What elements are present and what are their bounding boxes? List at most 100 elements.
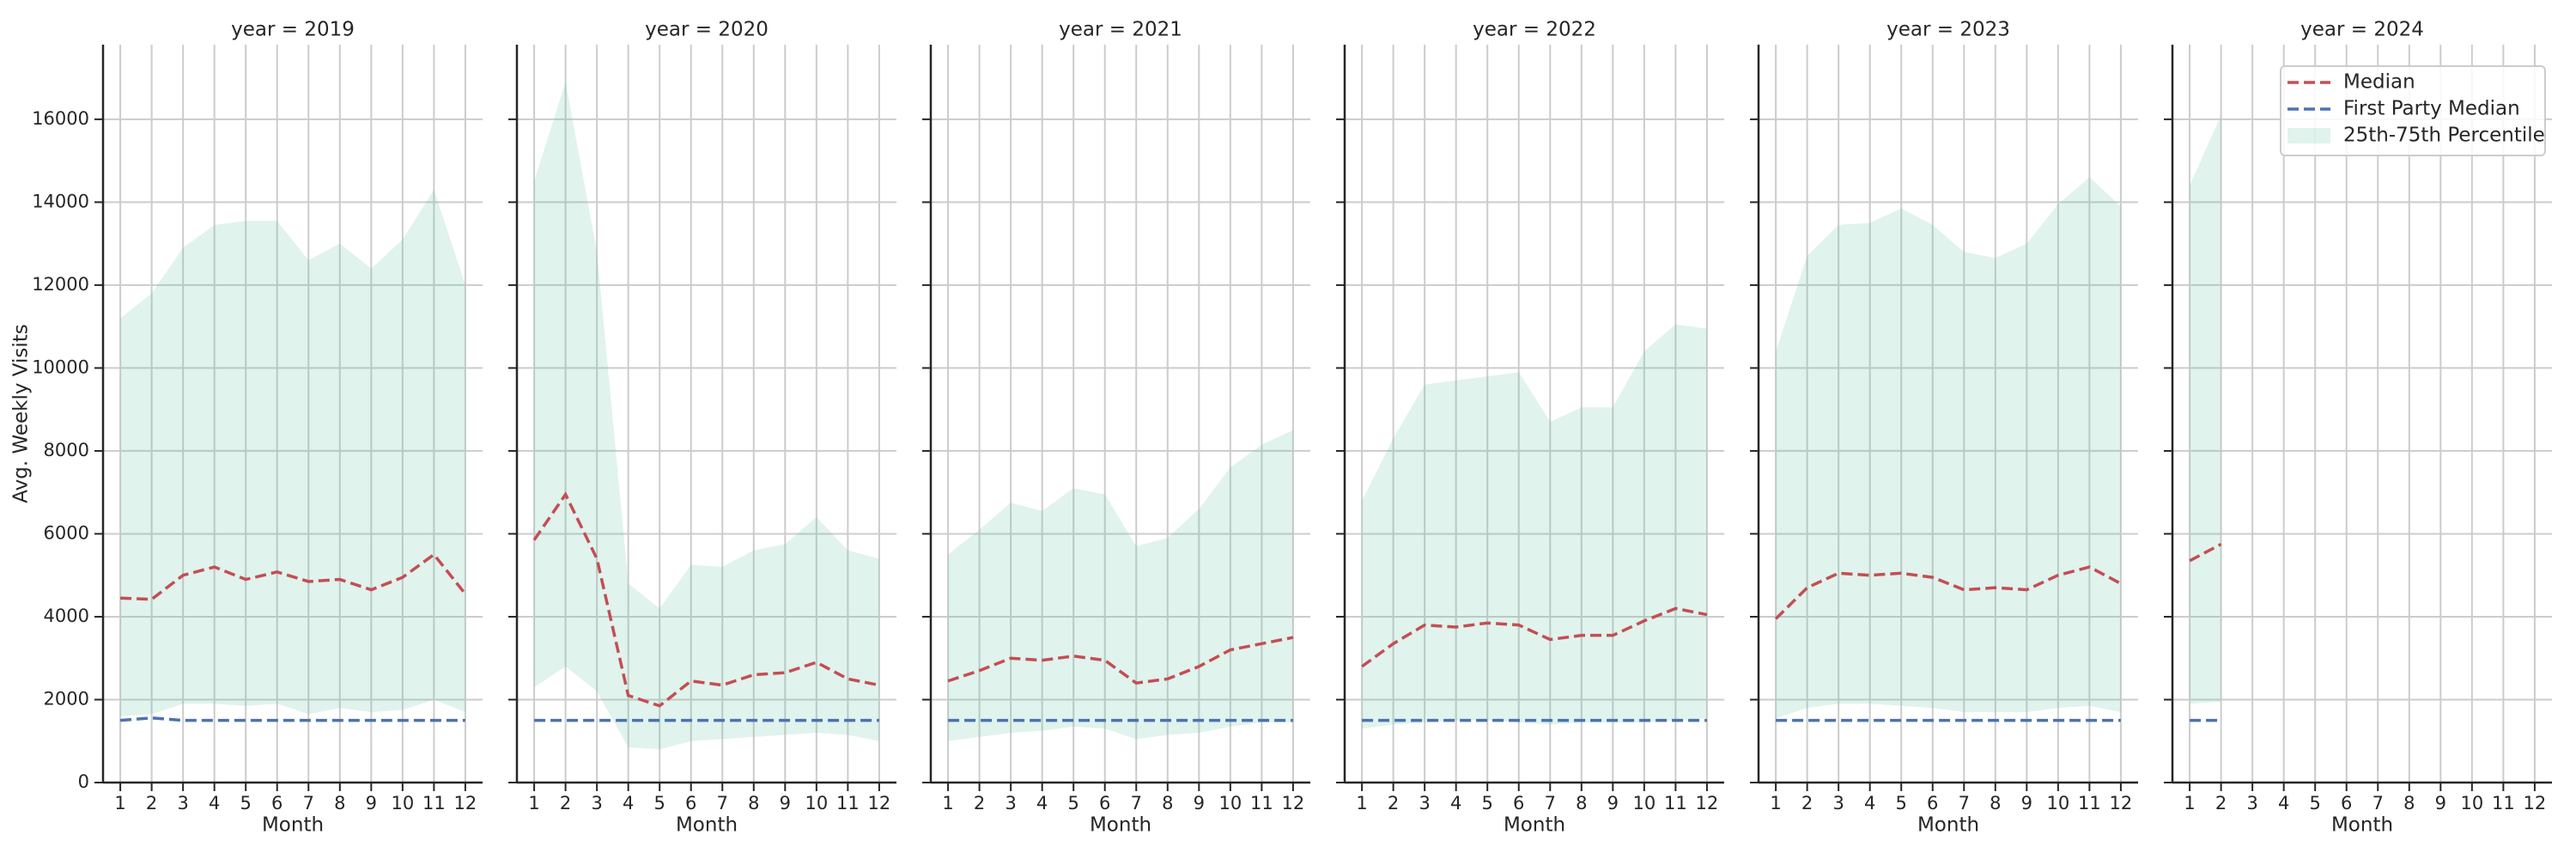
x-tick-label: 7 <box>717 793 728 813</box>
x-tick-label: 6 <box>1099 793 1110 813</box>
subplot: 0 2000 4000 6000 8000 10000 12000 14000 16000 1 2 3… <box>10 19 483 837</box>
x-tick-label: 8 <box>334 793 345 813</box>
percentile-band <box>534 82 879 750</box>
y-tick-label: 14000 <box>32 191 89 211</box>
x-tick-label: 2 <box>1801 793 1813 813</box>
x-tick-label: 12 <box>1696 793 1719 813</box>
x-axis-label: Month <box>262 814 324 837</box>
x-tick-label: 4 <box>1864 793 1875 813</box>
x-axis-label: Month <box>1917 814 1979 837</box>
x-tick-label: 8 <box>748 793 759 813</box>
line <box>1774 565 2122 620</box>
legend: Median First Party Median 25th-75th Percen… <box>2280 65 2546 156</box>
x-tick-label: 11 <box>1250 793 1273 813</box>
x-tick-label: 12 <box>2524 793 2547 813</box>
subplot-title: year = 2024 <box>2300 19 2424 41</box>
x-tick-label: 4 <box>209 793 220 813</box>
x-tick-label: 9 <box>2021 793 2032 813</box>
y-tick-label: 10000 <box>32 356 89 377</box>
x-tick-label: 3 <box>591 793 602 813</box>
x-tick-label: 2 <box>974 793 985 813</box>
legend-swatch <box>2287 128 2330 143</box>
x-tick-label: 7 <box>1545 793 1556 813</box>
x-tick-label: 7 <box>1131 793 1142 813</box>
x-tick-label: 4 <box>623 793 634 813</box>
x-tick-label: 1 <box>942 793 953 813</box>
x-tick-label: 10 <box>1632 793 1656 813</box>
line <box>2189 542 2222 563</box>
x-tick-label: 1 <box>1770 793 1781 813</box>
x-tick-label: 12 <box>1282 793 1305 813</box>
percentile-band <box>120 189 465 716</box>
line <box>947 636 1294 685</box>
x-tick-label: 8 <box>1990 793 2001 813</box>
percentile-band <box>1776 177 2121 719</box>
x-tick-label: 9 <box>1194 793 1205 813</box>
x-tick-label: 1 <box>528 793 539 813</box>
line <box>120 552 467 601</box>
y-tick-label: 4000 <box>44 606 89 626</box>
x-tick-label: 2 <box>1388 793 1399 813</box>
x-tick-label: 3 <box>2246 793 2257 813</box>
x-tick-label: 3 <box>177 793 188 813</box>
y-tick-label: 8000 <box>44 440 89 460</box>
x-tick-label: 3 <box>1832 793 1844 813</box>
x-axis-label: Month <box>1090 814 1151 837</box>
x-tick-label: 9 <box>366 793 377 813</box>
x-tick-label: 6 <box>2341 793 2352 813</box>
x-tick-label: 9 <box>780 793 791 813</box>
x-tick-label: 11 <box>2078 793 2101 813</box>
subplot-title: year = 2020 <box>645 19 769 41</box>
line <box>1361 606 1708 668</box>
subplot-title: year = 2019 <box>231 19 355 41</box>
subplot-title: year = 2021 <box>1059 19 1182 41</box>
x-tick-label: 5 <box>654 793 665 813</box>
x-tick-label: 10 <box>2046 793 2069 813</box>
y-tick-label: 6000 <box>44 522 89 543</box>
subplot-title: year = 2023 <box>1886 19 2010 41</box>
x-tick-label: 10 <box>2460 793 2483 813</box>
x-tick-label: 6 <box>271 793 283 813</box>
x-tick-label: 3 <box>1419 793 1430 813</box>
percentile-band <box>1362 324 1707 729</box>
x-tick-label: 4 <box>2278 793 2289 813</box>
legend-box <box>2280 65 2546 156</box>
x-tick-label: 11 <box>2492 793 2515 813</box>
x-tick-label: 9 <box>2435 793 2446 813</box>
x-tick-label: 12 <box>454 793 477 813</box>
y-tick-label: 0 <box>78 771 89 792</box>
x-tick-label: 10 <box>1218 793 1242 813</box>
x-tick-label: 7 <box>1959 793 1970 813</box>
x-tick-label: 8 <box>1576 793 1587 813</box>
x-tick-label: 7 <box>2372 793 2384 813</box>
y-axis-label: Avg. Weekly Visits <box>10 324 33 503</box>
x-tick-label: 8 <box>2403 793 2415 813</box>
x-axis-label: Month <box>676 814 738 837</box>
y-tick-label: 16000 <box>32 108 89 129</box>
y-tick-label: 2000 <box>44 688 89 709</box>
x-tick-label: 5 <box>2310 793 2321 813</box>
x-tick-label: 11 <box>422 793 446 813</box>
x-tick-label: 10 <box>391 793 414 813</box>
x-tick-label: 10 <box>805 793 828 813</box>
x-tick-label: 6 <box>685 793 696 813</box>
x-tick-label: 6 <box>1927 793 1938 813</box>
line <box>119 716 465 722</box>
legend-label: 25th-75th Percentile <box>2343 125 2545 147</box>
x-axis-label: Month <box>1504 814 1565 837</box>
x-tick-label: 1 <box>1356 793 1367 813</box>
x-tick-label: 11 <box>836 793 860 813</box>
x-tick-label: 5 <box>240 793 252 813</box>
x-axis-label: Month <box>2331 814 2393 837</box>
subplot-title: year = 2022 <box>1473 19 1596 41</box>
x-tick-label: 12 <box>2110 793 2133 813</box>
percentile-band <box>948 430 1293 741</box>
x-tick-label: 5 <box>1482 793 1493 813</box>
y-tick-label: 12000 <box>32 274 89 295</box>
